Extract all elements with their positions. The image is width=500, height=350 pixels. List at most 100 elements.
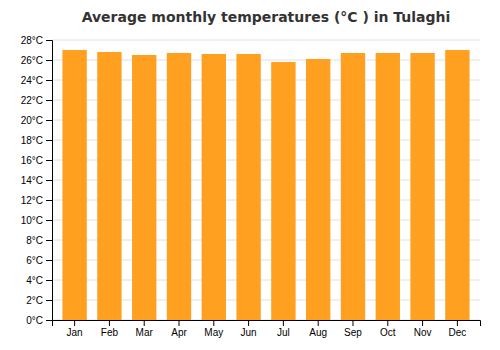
bars [62,50,469,320]
x-tick-mark [144,320,145,326]
x-tick-mark [318,320,319,326]
y-tick-mark [46,160,52,161]
y-tick: 4°C [26,275,52,286]
x-tick-label: Oct [380,327,396,338]
bar [62,50,86,320]
x-tick-label: Aug [309,327,327,338]
x-axis-line [53,321,481,327]
x-tick-mark [352,320,353,326]
y-tick: 14°C [21,175,52,186]
y-tick-label: 16°C [21,155,43,166]
x-tick: Feb [101,320,119,338]
y-tick-label: 12°C [21,195,43,206]
x-tick: Aug [309,320,327,338]
y-tick-label: 26°C [21,55,43,66]
x-tick-mark [213,320,214,326]
y-tick-label: 10°C [21,215,43,226]
x-axis: Jan Feb Mar Apr May Jun Jul Aug Sep Oct Nov Dec [53,320,481,338]
y-tick-label: 0°C [26,315,43,326]
x-tick: Mar [136,320,154,338]
y-tick-label: 2°C [26,295,43,306]
x-tick-label: Jan [67,327,83,338]
y-tick-label: 6°C [26,255,43,266]
y-axis-line [46,41,53,321]
y-tick-label: 18°C [21,135,43,146]
x-tick: Nov [414,320,432,338]
grid-line [52,40,480,41]
x-tick-label: Mar [136,327,154,338]
x-tick: Apr [171,320,187,338]
x-tick: Oct [380,320,396,338]
y-axis: 0°C 2°C 4°C 6°C 8°C 10°C 12°C 14°C 16°C 18°C 20°C 2… [21,35,53,326]
y-tick-mark [46,200,52,201]
bar [271,62,295,320]
grid [52,40,480,320]
y-tick: 0°C [26,315,52,326]
title: Average monthly temperatures (°C ) in Tu… [82,9,451,25]
x-tick-label: Sep [344,327,362,338]
x-tick-mark [283,320,284,326]
y-tick-label: 14°C [21,175,43,186]
y-tick: 28°C [21,35,52,46]
y-tick-mark [46,100,52,101]
x-tick-label: Apr [171,327,187,338]
y-tick-label: 24°C [21,75,43,86]
x-tick: Jan [67,320,83,338]
y-tick: 8°C [26,235,52,246]
bar [306,59,330,320]
bar [376,53,400,320]
x-tick-label: Dec [448,327,466,338]
x-tick: Dec [448,320,466,338]
y-tick-label: 20°C [21,115,43,126]
y-tick-mark [46,260,52,261]
y-tick-mark [46,220,52,221]
y-tick-mark [46,320,52,321]
y-tick: 12°C [21,195,52,206]
y-tick: 2°C [26,295,52,306]
x-tick: May [204,320,223,338]
x-tick-label: Nov [414,327,432,338]
x-tick-label: Feb [101,327,119,338]
bar [410,53,434,320]
x-tick-mark [387,320,388,326]
bar [132,55,156,320]
y-tick: 6°C [26,255,52,266]
x-tick: Sep [344,320,362,338]
y-tick-label: 28°C [21,35,43,46]
x-tick-mark [422,320,423,326]
x-tick-label: Jun [241,327,257,338]
y-tick-mark [46,40,52,41]
y-tick-mark [46,140,52,141]
bar [341,53,365,320]
bar [236,54,260,320]
y-tick-mark [46,80,52,81]
x-tick-mark [74,320,75,326]
y-tick: 10°C [21,215,52,226]
x-tick-mark [457,320,458,326]
y-tick-mark [46,280,52,281]
x-tick-label: May [204,327,223,338]
bar [202,54,226,320]
y-tick-mark [46,180,52,181]
bar [445,50,469,320]
y-tick-label: 8°C [26,235,43,246]
y-tick: 22°C [21,95,52,106]
chart: Average monthly temperatures (°C ) in Tu… [0,0,500,350]
y-tick: 18°C [21,135,52,146]
y-tick-mark [46,120,52,121]
y-tick: 16°C [21,155,52,166]
y-tick: 26°C [21,55,52,66]
x-tick: Jun [241,320,257,338]
x-tick-mark [179,320,180,326]
y-tick: 20°C [21,115,52,126]
x-tick-mark [248,320,249,326]
plot: 0°C 2°C 4°C 6°C 8°C 10°C 12°C 14°C 16°C 18°C 20°C 2… [21,35,481,338]
y-tick-mark [46,60,52,61]
bar [97,52,121,320]
y-tick-label: 4°C [26,275,43,286]
bar [167,53,191,320]
y-tick: 24°C [21,75,52,86]
y-tick-mark [46,300,52,301]
x-tick-label: Jul [277,327,290,338]
x-tick-mark [109,320,110,326]
